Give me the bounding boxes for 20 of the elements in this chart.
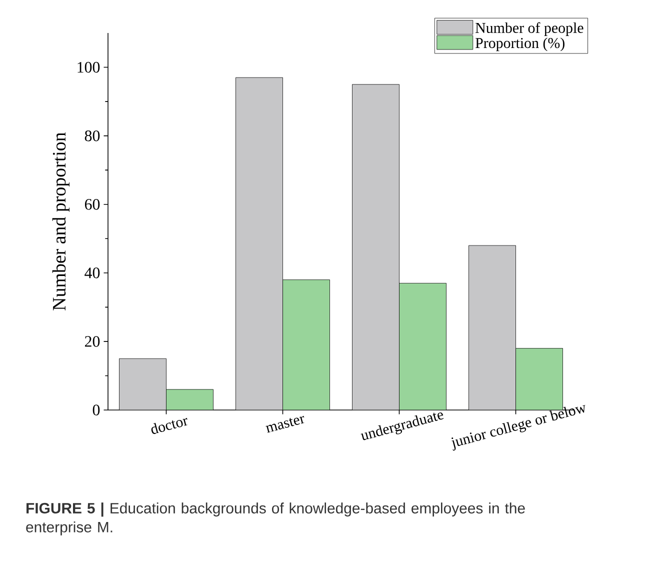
y-tick-label: 40 [84,268,100,278]
legend-label: Proportion (%) [476,38,564,52]
y-tick-label: 60 [84,198,100,210]
bar [166,389,214,410]
x-tick-label: junior college or below [451,404,586,451]
bar [399,282,446,410]
x-tick-label: doctor [151,418,188,434]
x-tick-label: master [266,416,304,433]
text: FIGURE 5 | Education backgrounds of knowledge-based employees in the enterprise M. [26,502,525,536]
y-tick-label: 80 [84,130,100,142]
bar [282,280,330,410]
y-tick-label: 0 [92,404,100,416]
y-tick-label: 100 [78,62,100,73]
bar [352,84,400,410]
bar [236,77,283,410]
legend-label: Number of people [476,22,584,36]
y-tick-label: 20 [84,336,100,347]
bar [468,245,516,410]
bar [119,358,166,410]
y-axis-title: Number and proportion [52,132,70,310]
